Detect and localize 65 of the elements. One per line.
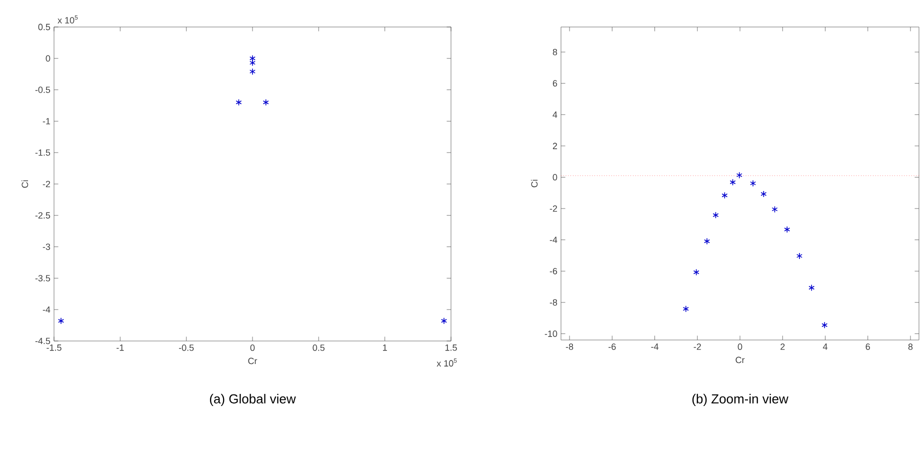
point (236, 98, 242, 106)
y-tick-label: 6 (552, 80, 558, 87)
point (750, 180, 756, 187)
y-tick-label: 8 (552, 48, 558, 56)
x-tick-label: 2 (780, 344, 785, 350)
x-axis-title: Cr (736, 356, 745, 364)
point (693, 268, 700, 276)
point (822, 322, 828, 329)
point (736, 172, 742, 179)
point (440, 317, 447, 324)
y-tick-label: 0 (46, 55, 50, 62)
point (760, 190, 767, 198)
point (730, 178, 736, 186)
x-tick-label: 0.5 (312, 344, 325, 351)
y-tick-label: -4.5 (35, 338, 50, 344)
point (262, 98, 269, 106)
text: x 10$^{5}$ (436, 358, 457, 367)
point (682, 305, 689, 312)
point (58, 317, 64, 324)
y-tick-label: -0.5 (35, 86, 50, 93)
y-tick-label: -1.5 (35, 149, 50, 156)
y-tick-label: -10 (544, 330, 558, 337)
x-tick-label: -1.5 (46, 344, 62, 351)
x-tick-label: -1 (116, 344, 124, 351)
x-tick-label: -8 (566, 344, 574, 350)
y-tick-label: 0.5 (38, 24, 50, 30)
y-tick-label: -4 (550, 236, 558, 243)
text: x 10$^{5}$ (58, 15, 78, 24)
y-tick-label: 0 (552, 174, 558, 180)
x-tick-label: 8 (908, 344, 913, 350)
point (712, 212, 719, 219)
point (250, 59, 256, 66)
point (796, 252, 802, 260)
x-tick-label: 1.5 (445, 344, 457, 351)
y-tick-label: -1 (42, 118, 50, 124)
y-axis-title: Ci (21, 180, 28, 188)
y-tick-label: -2.5 (35, 212, 50, 219)
x-tick-label: -2 (694, 344, 701, 350)
y-tick-label: 4 (552, 112, 558, 118)
y-tick-label: -3 (42, 244, 50, 250)
x-tick-label: -0.5 (178, 344, 194, 351)
text: (b) Zoom-in view (692, 394, 788, 406)
point (808, 284, 815, 292)
point (704, 238, 710, 245)
y-tick-label: 2 (552, 142, 558, 150)
y-axis-title: Ci (530, 180, 538, 188)
x-tick-label: 0 (250, 344, 255, 351)
y-tick-label: -4 (42, 306, 50, 313)
text: (a) Global view (210, 394, 296, 406)
x-tick-label: 4 (822, 344, 828, 350)
point (250, 68, 256, 75)
y-tick-label: -3.5 (35, 275, 50, 282)
y-tick-label: -8 (550, 299, 558, 306)
point (772, 206, 778, 213)
y-tick-label: -6 (550, 268, 558, 274)
point (722, 192, 728, 199)
y-tick-label: -2 (42, 180, 50, 188)
point (784, 226, 790, 233)
x-tick-label: -6 (608, 344, 616, 350)
x-tick-label: 6 (866, 344, 870, 350)
x-tick-label: 1 (383, 344, 387, 351)
y-tick-label: -2 (550, 205, 558, 212)
x-axis-title: Cr (248, 358, 258, 364)
x-tick-label: -4 (651, 344, 658, 350)
x-tick-label: 0 (738, 344, 742, 350)
